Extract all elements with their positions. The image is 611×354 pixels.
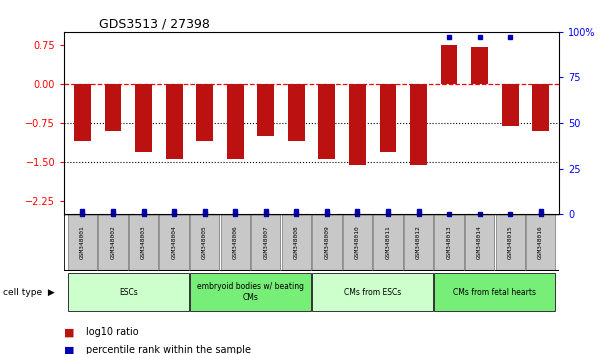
Text: ESCs: ESCs [119, 287, 137, 297]
Text: GSM348008: GSM348008 [294, 225, 299, 259]
Text: percentile rank within the sample: percentile rank within the sample [86, 345, 251, 354]
Bar [526, 214, 555, 271]
Text: GDS3513 / 27398: GDS3513 / 27398 [99, 18, 210, 31]
Text: ■: ■ [64, 327, 78, 337]
Bar [68, 273, 189, 311]
Text: ■: ■ [64, 345, 78, 354]
Text: embryoid bodies w/ beating
CMs: embryoid bodies w/ beating CMs [197, 282, 304, 302]
Bar [190, 214, 219, 271]
Text: GSM348015: GSM348015 [508, 225, 513, 259]
Text: log10 ratio: log10 ratio [86, 327, 138, 337]
Bar [379, 84, 397, 152]
Bar [221, 214, 250, 271]
Bar [166, 84, 183, 159]
Bar [159, 214, 189, 271]
Bar [282, 214, 311, 271]
Bar [190, 273, 311, 311]
Text: cell type  ▶: cell type ▶ [3, 287, 55, 297]
Bar [196, 84, 213, 141]
Bar [349, 84, 366, 165]
Text: GSM348003: GSM348003 [141, 225, 146, 259]
Text: GSM348014: GSM348014 [477, 225, 482, 259]
Bar [68, 214, 97, 271]
Text: GSM348009: GSM348009 [324, 225, 329, 259]
Bar [288, 84, 305, 141]
Bar [434, 273, 555, 311]
Text: GSM348012: GSM348012 [416, 225, 421, 259]
Bar [465, 214, 494, 271]
Bar [441, 45, 458, 84]
Bar [434, 214, 464, 271]
Bar [227, 84, 244, 159]
Bar [135, 84, 152, 152]
Bar [532, 84, 549, 131]
Text: GSM348004: GSM348004 [172, 225, 177, 259]
Text: GSM348011: GSM348011 [386, 225, 390, 259]
Bar [312, 214, 342, 271]
Bar [74, 84, 91, 141]
Text: CMs from ESCs: CMs from ESCs [344, 287, 401, 297]
Bar [410, 84, 427, 165]
Text: GSM348006: GSM348006 [233, 225, 238, 259]
Bar [257, 84, 274, 136]
Bar [496, 214, 525, 271]
Bar [373, 214, 403, 271]
Bar [312, 273, 433, 311]
Text: CMs from fetal hearts: CMs from fetal hearts [453, 287, 536, 297]
Bar [98, 214, 128, 271]
Bar [404, 214, 433, 271]
Bar [471, 47, 488, 84]
Text: GSM348005: GSM348005 [202, 225, 207, 259]
Bar [104, 84, 122, 131]
Bar [251, 214, 280, 271]
Bar [318, 84, 335, 159]
Bar [343, 214, 372, 271]
Text: GSM348001: GSM348001 [80, 225, 85, 259]
Text: GSM348007: GSM348007 [263, 225, 268, 259]
Text: GSM348016: GSM348016 [538, 225, 543, 259]
Bar [502, 84, 519, 126]
Text: GSM348002: GSM348002 [111, 225, 115, 259]
Text: GSM348013: GSM348013 [447, 225, 452, 259]
Bar [129, 214, 158, 271]
Text: GSM348010: GSM348010 [355, 225, 360, 259]
